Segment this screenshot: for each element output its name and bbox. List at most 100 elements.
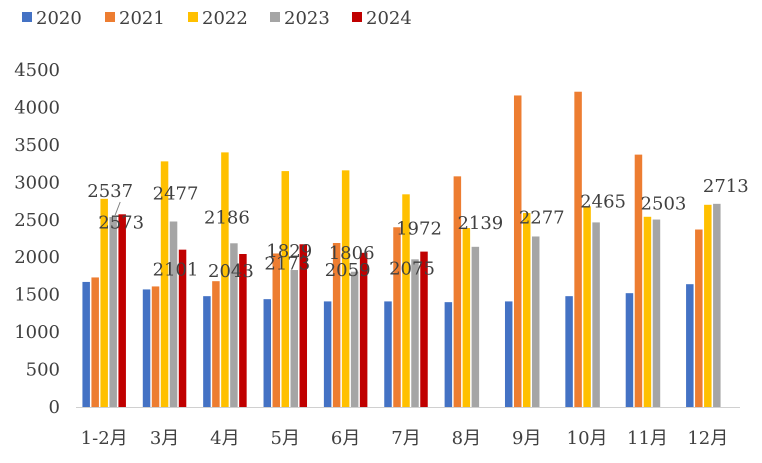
- y-tick-label: 4000: [14, 97, 60, 118]
- data-label-2023-12月: 2713: [703, 176, 749, 197]
- bar-2020-10月: [565, 296, 573, 407]
- x-tick-label: 10月: [567, 428, 608, 449]
- bar-2023-1-2月: [109, 217, 117, 407]
- data-label-2023-9月: 2277: [519, 207, 565, 228]
- bar-2021-7月: [393, 227, 401, 407]
- x-tick-label: 4月: [210, 428, 239, 449]
- bar-2020-6月: [323, 301, 332, 407]
- legend: 2020 2021 2022 2023 2024: [22, 8, 412, 29]
- bar-2024-6月: [359, 252, 368, 407]
- legend-swatch-2020: [22, 12, 32, 22]
- bar-2022-7月: [402, 194, 410, 407]
- leader-line: [114, 201, 121, 216]
- data-label-2024-5月: 2173: [264, 253, 310, 274]
- data-label-2024-1-2月: 2573: [98, 212, 144, 233]
- y-tick-label: 2000: [14, 247, 60, 268]
- bar-2021-6月: [332, 242, 341, 407]
- bar-2022-6月: [341, 170, 350, 407]
- data-label-2023-10月: 2465: [580, 191, 626, 212]
- legend-label-2020: 2020: [36, 8, 82, 29]
- bar-2021-8月: [453, 176, 462, 407]
- x-tick-label: 7月: [391, 428, 420, 449]
- bar-2022-5月: [281, 171, 290, 407]
- bar-2024-1-2月: [118, 214, 126, 407]
- bar-2022-11月: [643, 216, 652, 407]
- bar-2022-10月: [583, 206, 591, 407]
- bar-2020-9月: [504, 301, 513, 407]
- y-tick-label: 0: [49, 397, 60, 418]
- data-label-2024-4月: 2043: [208, 261, 254, 282]
- data-label-2023-3月: 2477: [153, 184, 199, 205]
- bar-2023-5月: [290, 270, 299, 407]
- bar-2023-8月: [471, 246, 480, 407]
- bar-2021-1-2月: [91, 277, 99, 407]
- bar-2022-9月: [522, 213, 531, 407]
- bar-2021-10月: [574, 91, 582, 408]
- legend-swatch-2024: [352, 12, 362, 22]
- x-tick-label: 9月: [512, 428, 541, 449]
- bar-2021-9月: [513, 95, 522, 407]
- x-tick-label: 5月: [271, 428, 300, 449]
- data-label-2024-6月: 2059: [325, 260, 371, 281]
- bar-2022-12月: [704, 204, 712, 407]
- bar-2020-4月: [203, 296, 211, 407]
- bar-2023-4月: [230, 243, 238, 407]
- y-tick-label: 3500: [14, 135, 60, 156]
- bar-2021-3月: [151, 286, 160, 407]
- bar-2021-11月: [634, 154, 643, 407]
- bar-2021-12月: [695, 229, 703, 407]
- y-tick-label: 2500: [14, 210, 60, 231]
- bar-2022-3月: [160, 161, 169, 407]
- bar-2020-12月: [686, 284, 694, 407]
- bar-2023-7月: [411, 259, 419, 407]
- data-label-2023-6月: 1806: [329, 243, 375, 264]
- x-axis: 1-2月 3月 4月 5月 6月 7月 8月 9月 10月 11月 12月: [76, 407, 740, 449]
- bar-2023-10月: [592, 222, 600, 407]
- bar-2020-8月: [444, 302, 453, 407]
- data-label-2024-7月: 2075: [389, 259, 435, 280]
- y-tick-label: 4500: [14, 60, 60, 81]
- legend-label-2024: 2024: [366, 8, 412, 29]
- bar-2020-1-2月: [82, 281, 90, 407]
- y-tick-label: 1000: [14, 322, 60, 343]
- bar-2021-4月: [212, 281, 220, 407]
- bar-2024-3月: [178, 249, 187, 407]
- bars: [82, 91, 721, 408]
- bar-2023-9月: [531, 236, 540, 407]
- x-tick-label: 11月: [627, 428, 668, 449]
- data-label-2024-3月: 2101: [153, 260, 199, 281]
- bar-2022-1-2月: [100, 198, 108, 407]
- bar-2024-4月: [239, 254, 247, 407]
- bar-2022-8月: [462, 228, 471, 407]
- x-tick-label: 6月: [331, 428, 360, 449]
- bar-2023-6月: [350, 271, 359, 407]
- y-tick-label: 3000: [14, 172, 60, 193]
- bar-2024-5月: [299, 244, 308, 407]
- bar-2020-11月: [625, 293, 634, 407]
- legend-label-2022: 2022: [202, 8, 248, 29]
- bar-2023-11月: [652, 219, 661, 407]
- bar-2020-3月: [142, 289, 151, 407]
- data-label-2023-4月: 2186: [204, 207, 250, 228]
- bar-2021-5月: [272, 253, 281, 407]
- data-label-2023-8月: 2139: [457, 213, 503, 234]
- bar-2022-4月: [221, 152, 229, 407]
- y-tick-label: 500: [26, 360, 60, 381]
- y-tick-label: 1500: [14, 285, 60, 306]
- y-axis: 0 500 1000 1500 2000 2500 3000 3500 4000 4500: [14, 60, 60, 418]
- bar-2020-5月: [263, 299, 272, 407]
- bar-2024-7月: [420, 251, 428, 407]
- legend-swatch-2022: [188, 12, 198, 22]
- x-tick-label: 3月: [150, 428, 179, 449]
- legend-label-2023: 2023: [284, 8, 330, 29]
- data-label-2023-5月: 1829: [266, 241, 312, 262]
- legend-swatch-2021: [105, 12, 115, 22]
- bar-2023-3月: [169, 221, 178, 407]
- x-tick-label: 1-2月: [81, 428, 128, 449]
- data-label-2023-7月: 1972: [396, 218, 442, 239]
- legend-swatch-2023: [270, 12, 280, 22]
- data-label-2023-1-2月: 2537: [87, 181, 133, 202]
